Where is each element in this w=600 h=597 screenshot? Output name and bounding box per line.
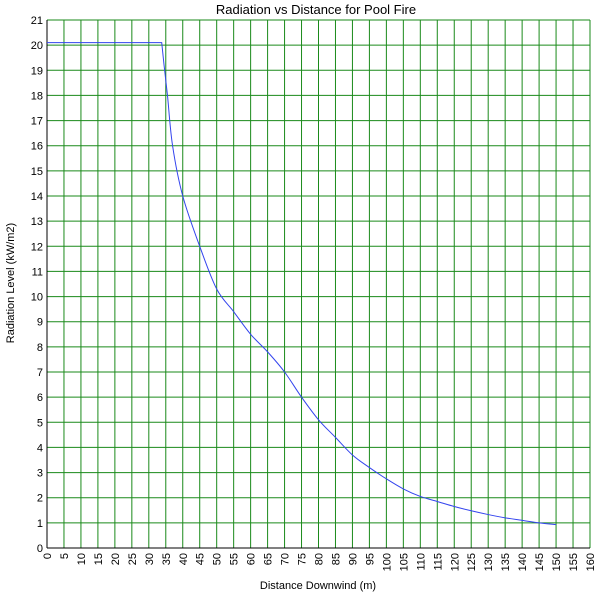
- x-tick-label: 55: [229, 553, 241, 565]
- x-tick-labels: 0 5 10 15 20 25 30 35 40 45 50 55 60 65 70 75 80 85 90 95 10…: [42, 553, 597, 571]
- x-tick-label: 45: [195, 553, 207, 565]
- x-tick-label: 85: [330, 553, 342, 565]
- y-tick-label: 21: [31, 15, 43, 27]
- y-tick-label: 15: [31, 166, 43, 178]
- x-tick-label: 65: [263, 553, 275, 565]
- x-tick-label: 100: [381, 553, 393, 571]
- x-tick-label: 15: [93, 553, 105, 565]
- x-tick-label: 160: [585, 553, 597, 571]
- y-tick-label: 1: [37, 518, 43, 530]
- y-tick-label: 20: [31, 40, 43, 52]
- chart-title: Radiation vs Distance for Pool Fire: [216, 2, 416, 17]
- x-tick-label: 80: [314, 553, 326, 565]
- series-line-radiation: [47, 42, 557, 526]
- x-tick-label: 155: [568, 553, 580, 571]
- series-layer: [47, 42, 557, 526]
- x-tick-label: 115: [432, 553, 444, 571]
- axes: [46, 20, 590, 549]
- x-tick-label: 90: [347, 553, 359, 565]
- x-tick-label: 25: [127, 553, 139, 565]
- y-tick-label: 17: [31, 116, 43, 128]
- x-axis-label: Distance Downwind (m): [260, 580, 376, 592]
- x-tick-label: 145: [534, 553, 546, 571]
- x-tick-label: 75: [297, 553, 309, 565]
- y-tick-label: 14: [31, 191, 43, 203]
- y-tick-label: 16: [31, 141, 43, 153]
- x-tick-label: 120: [449, 553, 461, 571]
- x-tick-label: 95: [364, 553, 376, 565]
- y-tick-label: 2: [37, 493, 43, 505]
- x-tick-label: 130: [483, 553, 495, 571]
- y-tick-label: 9: [37, 317, 43, 329]
- x-tick-label: 10: [76, 553, 88, 565]
- y-tick-label: 8: [37, 342, 43, 354]
- x-tick-label: 30: [144, 553, 156, 565]
- y-axis-label: Radiation Level (kW/m2): [5, 223, 17, 343]
- y-tick-label: 11: [32, 266, 43, 278]
- y-tick-label: 19: [31, 65, 43, 77]
- y-tick-label: 7: [37, 367, 43, 379]
- x-tick-label: 0: [42, 553, 54, 559]
- x-tick-label: 60: [246, 553, 258, 565]
- y-tick-label: 0: [37, 543, 43, 555]
- y-tick-label: 12: [31, 241, 43, 253]
- x-tick-label: 35: [161, 553, 173, 565]
- x-tick-label: 105: [398, 553, 410, 571]
- x-tick-label: 110: [415, 553, 427, 571]
- y-tick-label: 10: [31, 292, 43, 304]
- y-tick-label: 6: [37, 392, 43, 404]
- y-tick-label: 3: [37, 468, 43, 480]
- y-tick-label: 18: [31, 90, 43, 102]
- x-tick-label: 135: [500, 553, 512, 571]
- x-tick-label: 40: [178, 553, 190, 565]
- x-tick-label: 140: [517, 553, 529, 571]
- x-tick-label: 125: [466, 553, 478, 571]
- x-tick-label: 20: [110, 553, 122, 565]
- x-tick-label: 5: [59, 553, 71, 559]
- x-tick-label: 70: [280, 553, 292, 565]
- y-tick-label: 13: [31, 216, 43, 228]
- y-tick-label: 4: [37, 442, 43, 454]
- y-tick-label: 5: [37, 417, 43, 429]
- grid-lines: [46, 19, 591, 549]
- x-tick-label: 50: [212, 553, 224, 565]
- x-tick-label: 150: [551, 553, 563, 571]
